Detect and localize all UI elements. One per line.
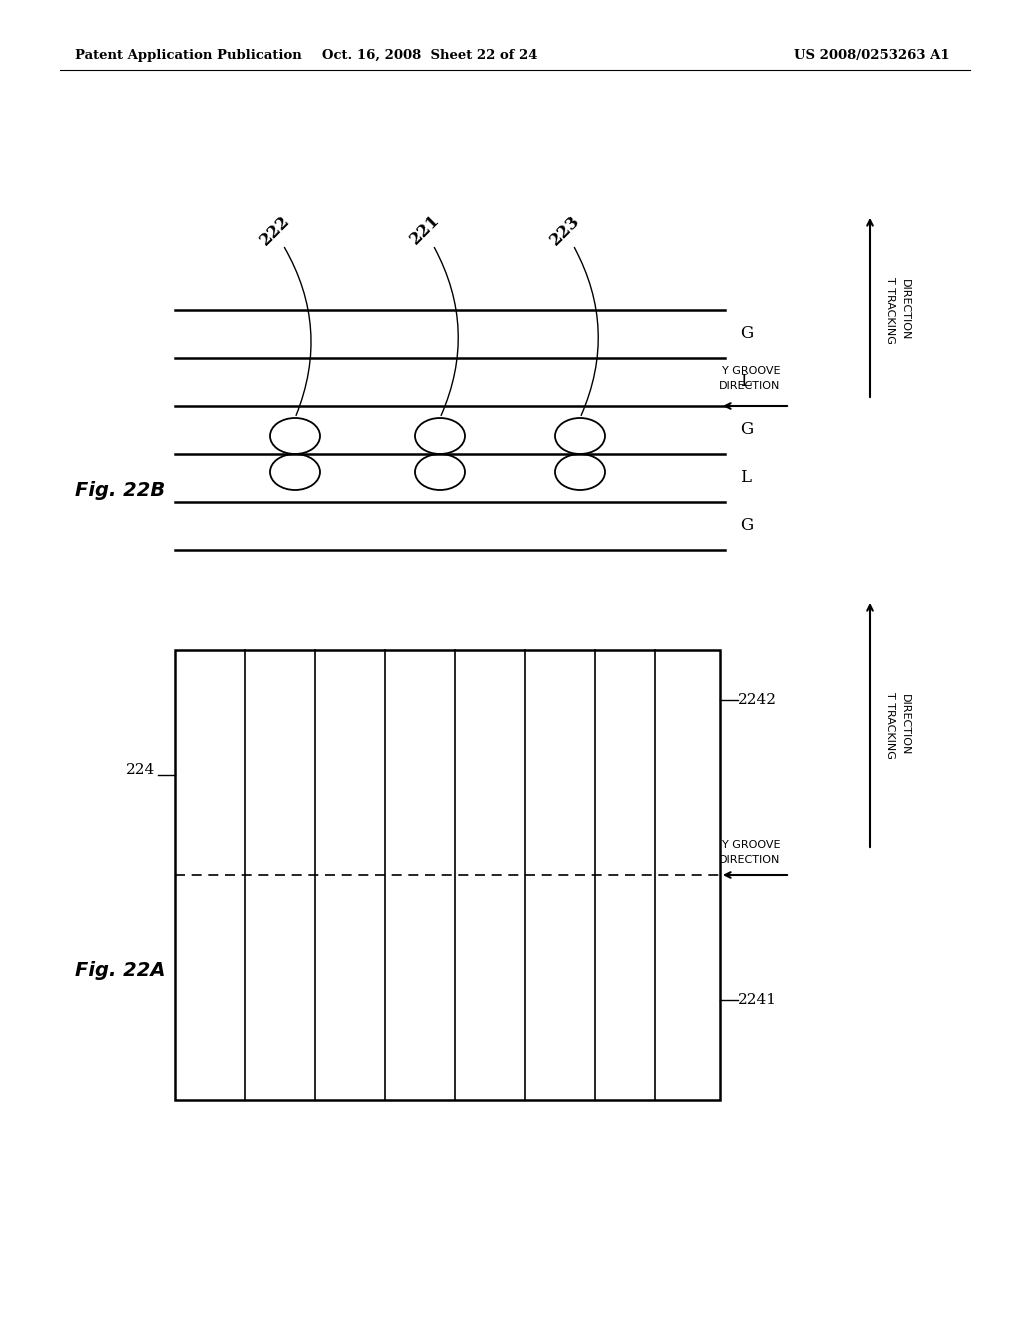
Text: L: L xyxy=(740,470,751,487)
Text: Fig. 22B: Fig. 22B xyxy=(75,480,165,499)
Text: Oct. 16, 2008  Sheet 22 of 24: Oct. 16, 2008 Sheet 22 of 24 xyxy=(323,49,538,62)
Text: 223: 223 xyxy=(547,211,584,248)
Text: Patent Application Publication: Patent Application Publication xyxy=(75,49,302,62)
Text: DIRECTION: DIRECTION xyxy=(719,855,780,865)
Text: 2242: 2242 xyxy=(738,693,777,708)
Text: Y GROOVE: Y GROOVE xyxy=(722,840,780,850)
Text: T TRACKING: T TRACKING xyxy=(885,277,895,343)
Text: 222: 222 xyxy=(257,211,293,248)
Text: US 2008/0253263 A1: US 2008/0253263 A1 xyxy=(795,49,950,62)
Text: 2241: 2241 xyxy=(738,993,777,1007)
Text: Fig. 22A: Fig. 22A xyxy=(75,961,166,979)
Bar xyxy=(175,649,720,1100)
Text: DIRECTION: DIRECTION xyxy=(900,694,910,755)
Text: G: G xyxy=(740,517,753,535)
Text: 224: 224 xyxy=(126,763,155,777)
Text: G: G xyxy=(740,326,753,342)
Text: L: L xyxy=(740,374,751,391)
Text: T TRACKING: T TRACKING xyxy=(885,692,895,759)
Text: DIRECTION: DIRECTION xyxy=(719,381,780,391)
Text: DIRECTION: DIRECTION xyxy=(900,280,910,341)
Text: Y GROOVE: Y GROOVE xyxy=(722,366,780,376)
Text: 221: 221 xyxy=(407,211,443,248)
Text: G: G xyxy=(740,421,753,438)
